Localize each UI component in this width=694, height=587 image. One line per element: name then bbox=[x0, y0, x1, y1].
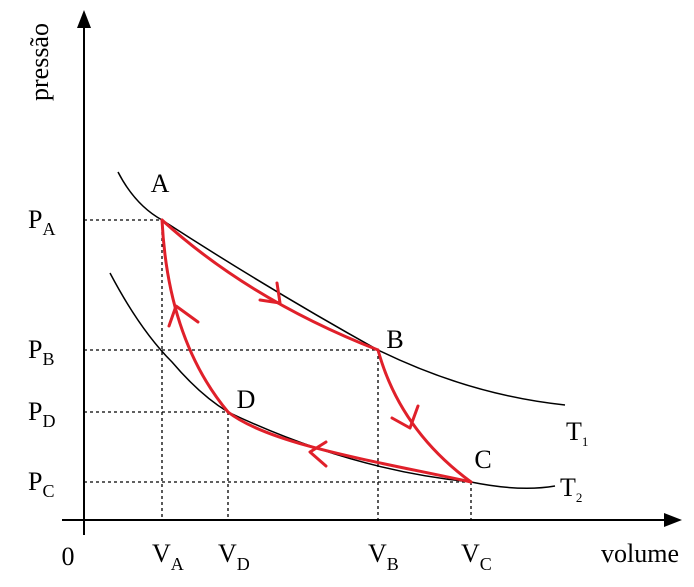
isotherm-t2 bbox=[109, 272, 556, 489]
pressure-label: PC bbox=[28, 467, 54, 501]
guides bbox=[84, 219, 472, 520]
point-label: A bbox=[151, 169, 170, 198]
volume-label: VD bbox=[218, 539, 250, 574]
x-axis-label: volume bbox=[601, 539, 679, 568]
pressure-label: PA bbox=[28, 205, 55, 239]
volume-label: VC bbox=[461, 539, 492, 574]
point-label: B bbox=[386, 325, 403, 354]
cycle bbox=[160, 218, 473, 484]
y-axis-label: pressão bbox=[25, 23, 54, 101]
x-axis-arrow bbox=[664, 513, 682, 527]
volume-label: VB bbox=[368, 539, 399, 574]
y-axis-arrow bbox=[77, 10, 91, 28]
point-label: C bbox=[474, 445, 491, 474]
pressure-label: PD bbox=[28, 397, 55, 431]
volume-label: VA bbox=[152, 539, 184, 574]
origin-label: 0 bbox=[62, 542, 75, 571]
pressure-label: PB bbox=[28, 335, 54, 369]
isotherm-label: T2 bbox=[560, 473, 582, 505]
isotherm-label: T1 bbox=[566, 417, 588, 449]
isotherm-t1 bbox=[117, 171, 566, 406]
point-label: D bbox=[237, 385, 256, 414]
